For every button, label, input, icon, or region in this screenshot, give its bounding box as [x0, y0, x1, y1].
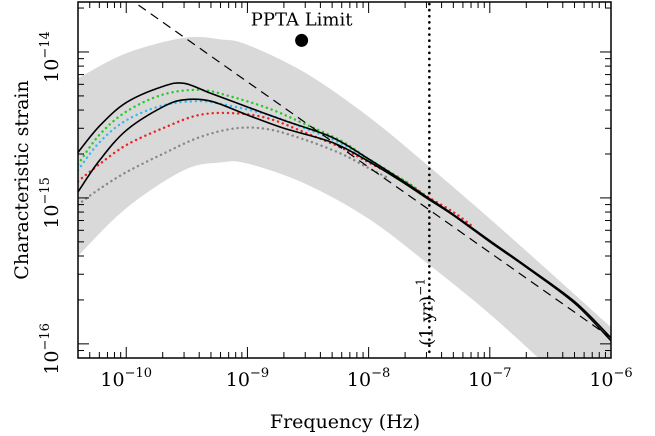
x-tick-label: 10−9 [226, 366, 269, 391]
ppta-limit-point [295, 33, 309, 47]
ppta-limit-label: PPTA Limit [251, 9, 354, 30]
plot-frame [77, 1, 612, 359]
x-tick-label: 10−8 [347, 366, 390, 391]
one-year-label: (1 yr)−1 [413, 278, 437, 346]
series-line-2-solid [78, 98, 611, 342]
x-tick-label: 10−6 [589, 366, 632, 391]
band-area [78, 36, 611, 358]
series-line-6-dotted [78, 126, 392, 206]
series-layer [78, 2, 611, 342]
series-line-7-dashed [133, 2, 611, 339]
y-tick-label: 10−16 [38, 323, 63, 375]
x-axis-label: Frequency (Hz) [270, 411, 420, 433]
y-axis-label: Characteristic strain [11, 80, 33, 279]
x-tick-label: 10−7 [468, 366, 511, 391]
ppta-limit-layer: PPTA Limit [251, 9, 354, 47]
series-line-1-solid [78, 82, 611, 339]
uncertainty-band [78, 36, 611, 358]
axis-ticks: 10−10 10−9 10−8 10−7 10−6 10−16 10−15 10−14 [38, 2, 633, 391]
y-tick-label: 10−15 [38, 177, 63, 229]
x-tick-label: 10−10 [100, 366, 152, 391]
y-tick-label: 10−14 [38, 31, 63, 83]
